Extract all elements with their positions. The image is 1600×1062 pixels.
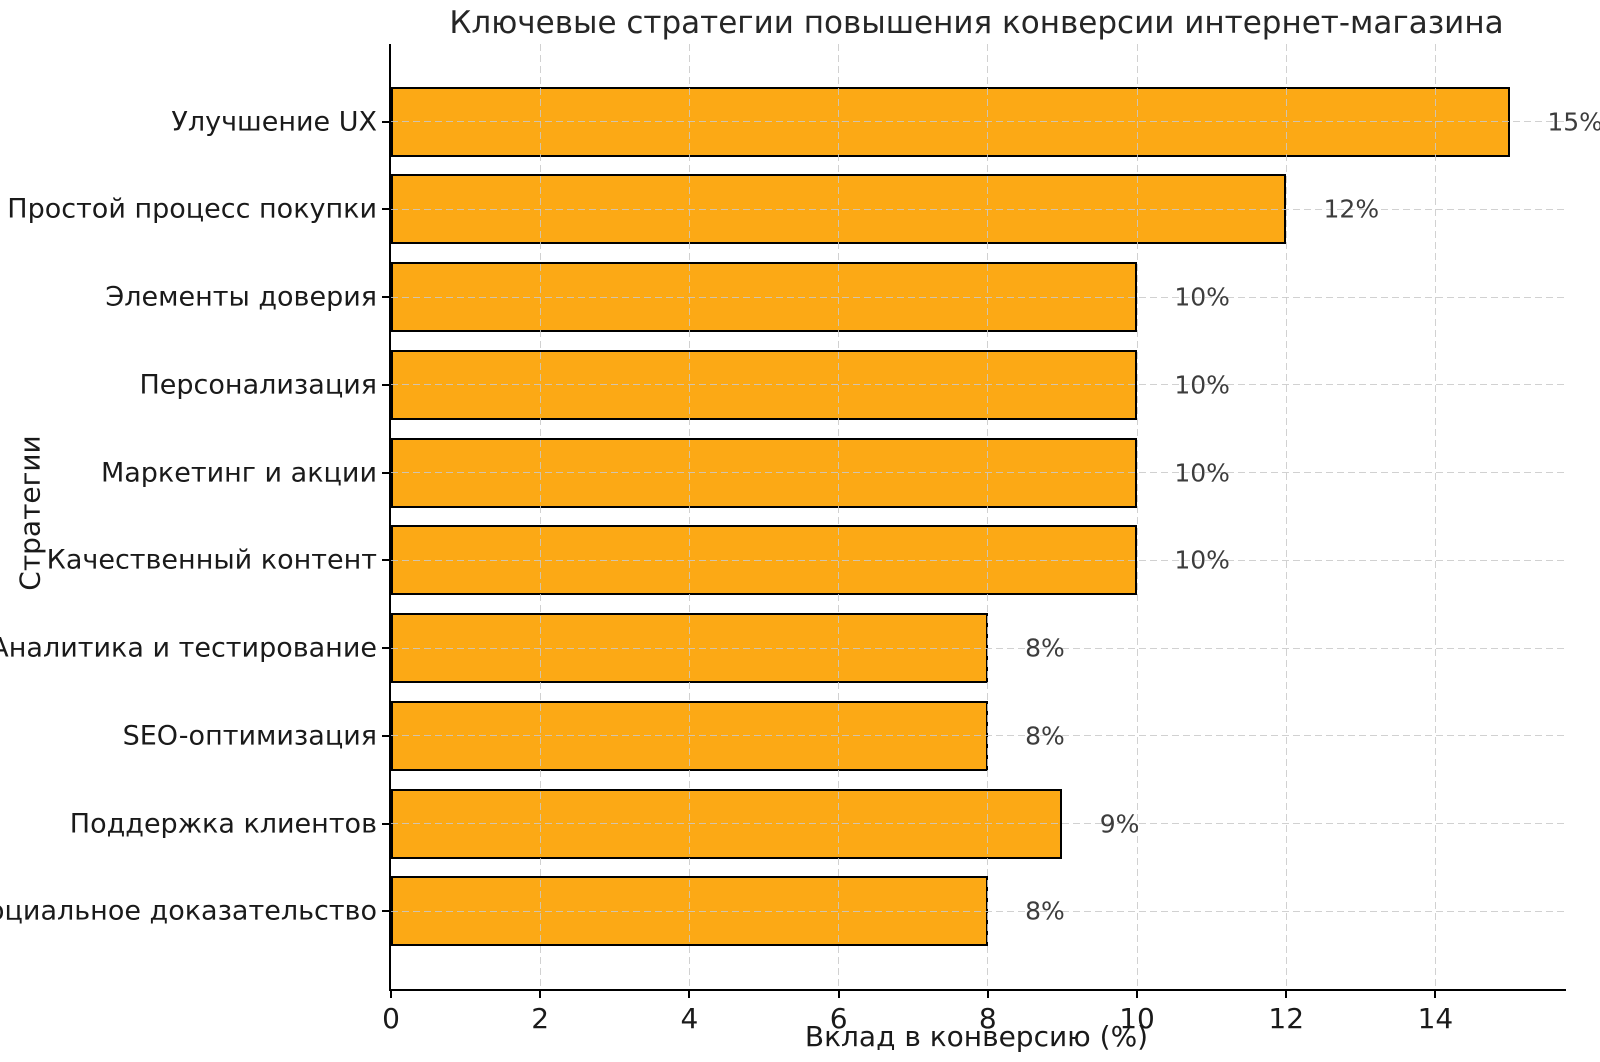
bar <box>391 876 988 947</box>
x-tick-label: 0 <box>382 1002 400 1035</box>
bar-value-label: 10% <box>1174 458 1230 488</box>
bar-value-label: 8% <box>1025 633 1065 663</box>
bar <box>391 788 1063 859</box>
bar <box>391 700 988 771</box>
y-tick-mark <box>382 208 391 211</box>
x-tick-label: 12 <box>1268 1002 1305 1035</box>
bar <box>391 349 1138 420</box>
bar-value-label: 10% <box>1174 545 1230 575</box>
x-tick-mark <box>1285 989 1288 998</box>
y-tick-mark <box>382 647 391 650</box>
bar-value-label: 15% <box>1547 107 1600 137</box>
chart-title: Ключевые стратегии повышения конверсии и… <box>449 5 1504 41</box>
y-tick-mark <box>382 734 391 737</box>
category-label: Элементы доверия <box>105 281 377 313</box>
bar-value-label: 12% <box>1323 194 1380 224</box>
bar <box>391 525 1138 596</box>
bar-value-label: 8% <box>1025 896 1065 926</box>
x-tick-mark <box>539 989 542 998</box>
x-tick-label: 4 <box>680 1002 699 1035</box>
bar <box>391 262 1138 333</box>
y-tick-mark <box>382 910 391 913</box>
x-tick-mark <box>986 989 989 998</box>
category-label: SEO-оптимизация <box>122 720 377 752</box>
category-label: Простой процесс покупки <box>7 193 377 225</box>
y-axis-label: Стратегии <box>13 435 47 591</box>
x-tick-mark <box>1434 989 1437 998</box>
bar-value-label: 8% <box>1025 721 1065 751</box>
x-tick-label: 10 <box>1119 1002 1155 1035</box>
y-tick-mark <box>382 559 391 562</box>
x-tick-mark <box>837 989 840 998</box>
plot-area: 0 2 4 6 8 10 12 14 Улучшение UX 15% Простой процес… <box>0 44 1600 1035</box>
x-axis-label: Вклад в конверсию (%) <box>804 1020 1149 1053</box>
x-tick-mark <box>1136 989 1139 998</box>
x-tick-label: 6 <box>829 1002 848 1035</box>
y-tick-mark <box>382 822 391 825</box>
x-tick-label: 14 <box>1417 1002 1454 1035</box>
bar-value-label: 10% <box>1174 370 1230 400</box>
x-tick-mark <box>390 989 392 998</box>
y-tick-mark <box>382 471 391 474</box>
y-tick-mark <box>382 296 391 299</box>
x-tick-mark <box>688 989 691 998</box>
y-tick-mark <box>382 120 391 123</box>
bar <box>391 437 1138 508</box>
x-tick-label: 8 <box>978 1002 997 1035</box>
bar <box>391 174 1287 245</box>
y-tick-mark <box>382 383 391 386</box>
x-tick-label: 2 <box>531 1002 550 1035</box>
category-label: Маркетинг и акции <box>100 457 377 489</box>
category-label: Аналитика и тестирование <box>0 632 377 664</box>
category-label: Персонализация <box>139 369 378 401</box>
category-label: Поддержка клиентов <box>69 808 377 840</box>
x-gridline <box>1434 44 1436 989</box>
bar <box>391 86 1511 157</box>
category-label: Улучшение UX <box>171 106 377 138</box>
category-label: Качественный контент <box>46 544 377 576</box>
bar-value-label: 9% <box>1099 809 1140 839</box>
bar-value-label: 10% <box>1174 282 1230 312</box>
bar <box>391 613 988 684</box>
category-label: Социальное доказательство <box>0 895 377 927</box>
